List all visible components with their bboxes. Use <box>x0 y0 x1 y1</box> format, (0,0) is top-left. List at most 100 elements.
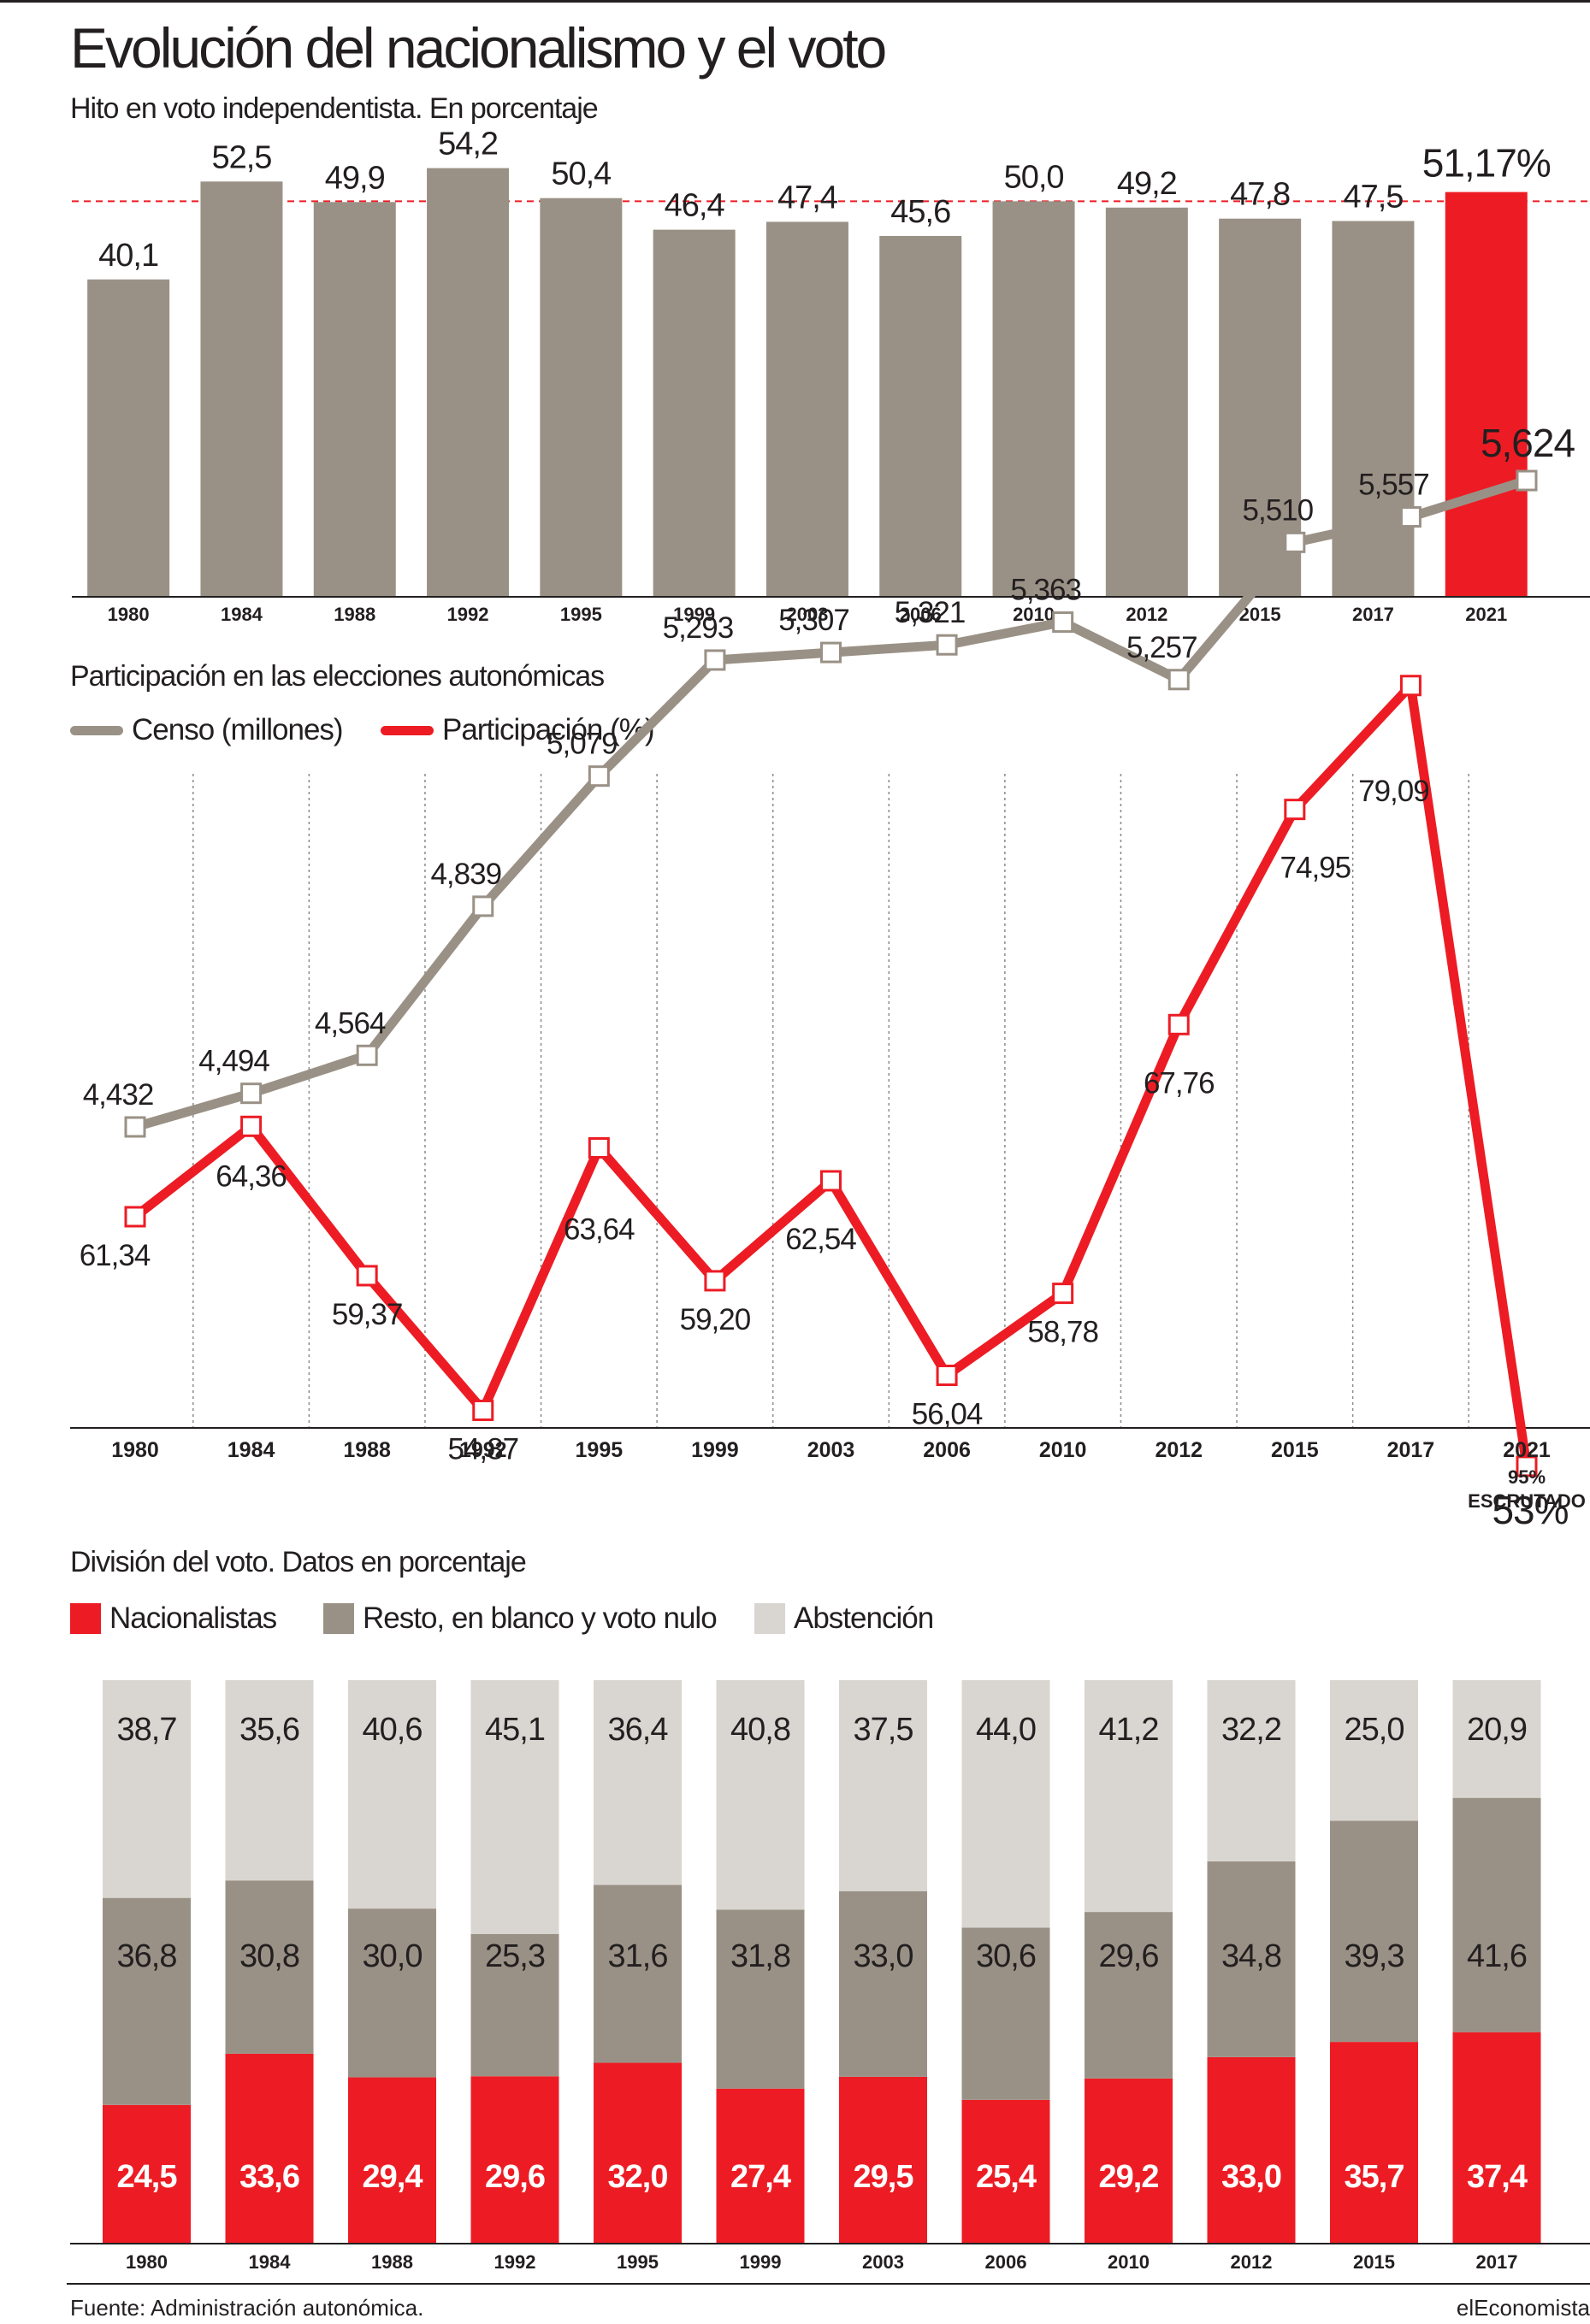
brand-logo-text: elEconomista <box>1456 2295 1590 2321</box>
bar-1980 <box>87 279 170 596</box>
segment-abstención <box>348 1680 436 1909</box>
segment-value-label: 33,0 <box>1221 2159 1281 2195</box>
bar-value-label: 50,0 <box>1004 159 1064 195</box>
segment-nacionalistas <box>716 2088 805 2243</box>
segment-value-label: 39,3 <box>1345 1938 1404 1974</box>
censo-value-label: 5,624 <box>1481 421 1575 465</box>
censo-value-label: 5,257 <box>1126 631 1197 664</box>
segment-value-label: 37,4 <box>1467 2159 1528 2195</box>
bar-value-label: 46,4 <box>665 188 725 224</box>
bar-value-label: 45,6 <box>890 194 950 230</box>
legend-censo: Censo (millones) <box>70 713 344 747</box>
segment-abstención <box>103 1680 191 1898</box>
segment-nacionalistas <box>103 2104 191 2243</box>
censo-value-label: 4,839 <box>430 858 501 891</box>
x-tick-label: 2021 <box>1503 1438 1551 1462</box>
segment-nacionalistas <box>1452 2032 1541 2243</box>
x-tick-label: 1980 <box>108 604 150 625</box>
censo-point <box>1052 611 1074 634</box>
x-tick-label: 1992 <box>447 604 489 625</box>
legend-participacion-swatch <box>381 725 434 735</box>
x-tick-label: 1999 <box>691 1438 739 1462</box>
participacion-value-label: 56,04 <box>912 1398 983 1431</box>
legend-nacionalistas-label: Nacionalistas <box>109 1601 277 1635</box>
participacion-value-label: 62,54 <box>785 1223 856 1256</box>
segment-value-label: 27,4 <box>730 2159 791 2195</box>
segment-value-label: 37,5 <box>854 1712 913 1748</box>
x-tick-label: 1980 <box>111 1438 159 1462</box>
x-tick-label: 2003 <box>807 1438 855 1462</box>
censo-point <box>124 1116 146 1138</box>
censo-point <box>1399 506 1422 528</box>
source-note: Fuente: Administración autonómica. <box>70 2295 424 2321</box>
segment-resto <box>839 1890 927 2077</box>
segment-value-label: 30,6 <box>976 1938 1036 1974</box>
segment-value-label: 36,4 <box>608 1712 669 1748</box>
legend-abstencion-label: Abstención <box>794 1601 934 1635</box>
segment-nacionalistas <box>470 2076 559 2243</box>
segment-value-label: 25,3 <box>485 1938 545 1974</box>
censo-point <box>1167 669 1190 691</box>
participacion-point <box>936 1365 958 1386</box>
segment-value-label: 34,8 <box>1221 1938 1281 1974</box>
segment-value-label: 40,6 <box>363 1712 423 1748</box>
participacion-value-label: 67,76 <box>1144 1066 1215 1100</box>
bar-1995 <box>540 198 623 596</box>
censo-point <box>356 1044 378 1066</box>
bar-2006 <box>879 236 962 596</box>
participacion-point <box>588 1137 610 1159</box>
bar-2012 <box>1105 207 1188 596</box>
segment-value-label: 38,7 <box>117 1712 177 1748</box>
bar-1984 <box>200 181 283 596</box>
segment-abstención <box>1207 1680 1296 1861</box>
participacion-value-label: 59,20 <box>680 1303 751 1336</box>
bar-1999 <box>653 229 736 596</box>
bar-value-label: 49,2 <box>1117 166 1177 202</box>
bar-value-label: 47,8 <box>1230 177 1290 213</box>
participacion-point <box>704 1270 726 1292</box>
censo-point <box>240 1082 263 1105</box>
participation-line-chart: 4,432 4,494 4,564 4,839 5,079 5,293 5,307 5,321… <box>70 421 1590 1532</box>
segment-nacionalistas <box>594 2062 682 2243</box>
x-tick-label: 2006 <box>900 604 942 625</box>
participacion-point <box>1516 1455 1538 1478</box>
x-tick-label: 2003 <box>786 604 828 625</box>
x-tick-label: 1980 <box>126 2251 168 2273</box>
participacion-point <box>1399 675 1422 697</box>
segment-nacionalistas <box>1085 2078 1173 2243</box>
segment-resto <box>348 1908 436 2078</box>
censo-point <box>936 634 958 656</box>
censo-value-label: 4,494 <box>198 1045 269 1078</box>
censo-value-label: 5,321 <box>895 596 966 629</box>
participacion-point <box>124 1206 146 1228</box>
segment-resto <box>961 1927 1050 2100</box>
segment-value-label: 29,6 <box>1099 1938 1159 1974</box>
x-tick-label: 2012 <box>1126 604 1167 625</box>
censo-value-label: 4,432 <box>83 1078 154 1112</box>
segment-abstención <box>839 1680 927 1891</box>
segment-resto <box>1452 1797 1541 2032</box>
segment-nacionalistas <box>348 2077 436 2243</box>
segment-abstención <box>961 1680 1050 1928</box>
segment-value-label: 45,1 <box>485 1712 545 1748</box>
legend-participacion: Participación (%) <box>381 713 655 747</box>
censo-point <box>820 641 842 664</box>
x-tick-label: 1988 <box>343 1438 391 1462</box>
x-tick-label: 2006 <box>923 1438 971 1462</box>
segment-value-label: 41,6 <box>1467 1938 1527 1974</box>
censo-value-label: 5,557 <box>1358 469 1429 502</box>
segment-nacionalistas <box>225 2053 314 2243</box>
legend-censo-swatch <box>70 725 123 735</box>
segment-value-label: 29,4 <box>363 2159 423 2195</box>
x-tick-label: 1984 <box>221 604 263 625</box>
segment-nacionalistas <box>839 2076 927 2243</box>
segment-resto <box>1085 1912 1173 2079</box>
segment-nacionalistas <box>1330 2042 1418 2243</box>
x-tick-label: 1984 <box>228 1438 275 1462</box>
legend-participacion-label: Participación (%) <box>442 713 655 746</box>
x-tick-label: 2017 <box>1387 1438 1435 1462</box>
participacion-point <box>356 1265 378 1287</box>
bar-2021 <box>1445 192 1528 596</box>
bar-chart-subtitle: Hito en voto independentista. En porcent… <box>70 92 599 125</box>
